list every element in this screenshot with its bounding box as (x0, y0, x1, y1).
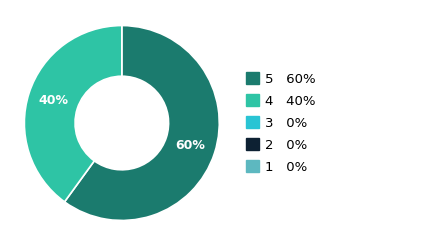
Wedge shape (24, 26, 122, 202)
Text: 40%: 40% (38, 94, 68, 107)
Wedge shape (65, 26, 219, 220)
Text: 60%: 60% (175, 139, 206, 152)
Legend: 5   60%, 4   40%, 3   0%, 2   0%, 1   0%: 5 60%, 4 40%, 3 0%, 2 0%, 1 0% (240, 67, 321, 179)
